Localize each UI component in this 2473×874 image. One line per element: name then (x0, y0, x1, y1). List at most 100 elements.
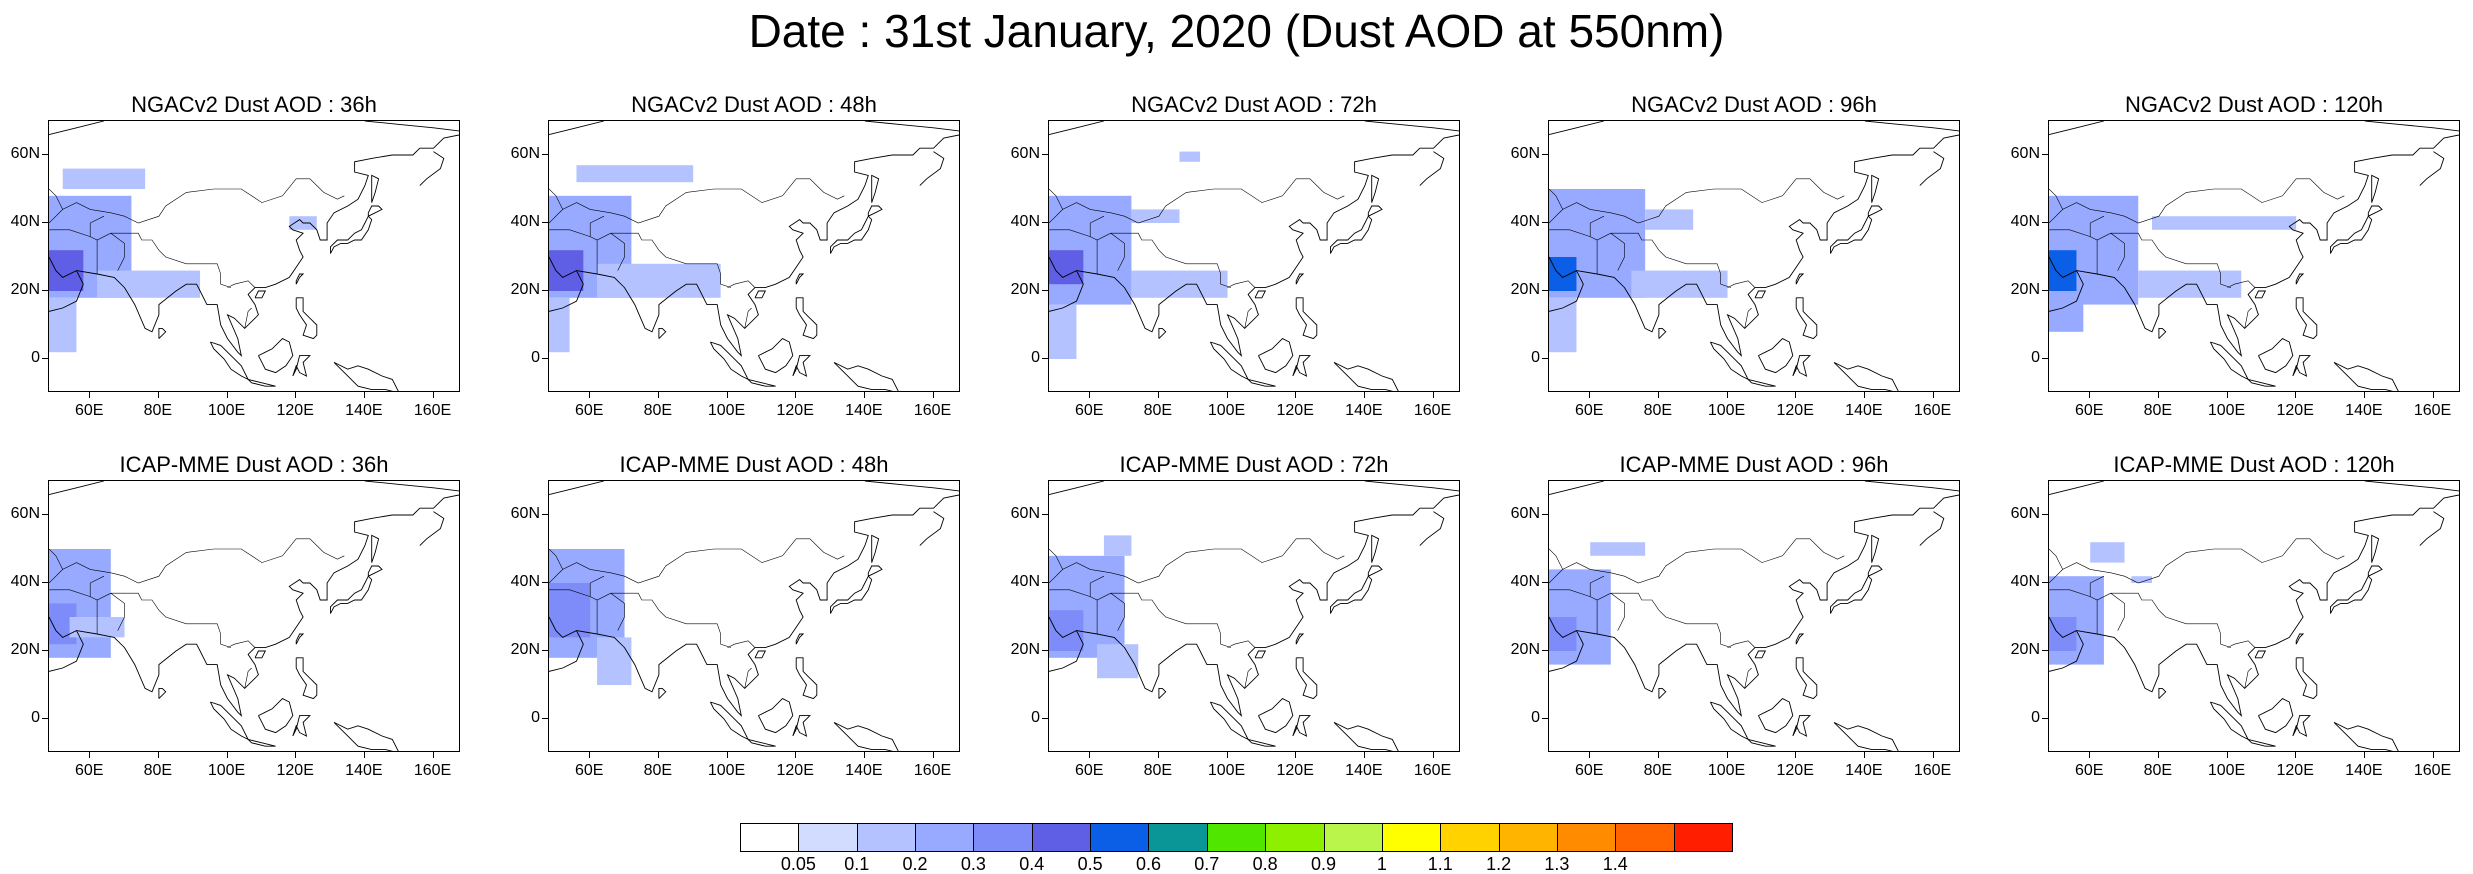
coastline (1830, 215, 1873, 254)
country-border (2049, 178, 2345, 224)
panel-title: NGACv2 Dust AOD : 96h (1631, 92, 1877, 117)
coastline (49, 256, 84, 312)
coastline (757, 698, 794, 734)
coastline (364, 481, 459, 492)
colorbar-swatch (973, 823, 1033, 852)
y-tick-label: 20N (10, 281, 40, 298)
colorbar-swatch (1381, 823, 1442, 852)
country-border (49, 538, 345, 584)
x-tick-label: 100E (207, 762, 246, 779)
coastline (2247, 378, 2276, 387)
coastline (364, 121, 459, 132)
country-border (49, 548, 63, 570)
x-tick (2432, 392, 2434, 398)
y-tick (2042, 650, 2048, 651)
country-border (2049, 229, 2232, 288)
map-panel: ICAP-MME Dust AOD : 96h 0 20N 40N 60N 60E 80E 1… (1511, 452, 1960, 779)
x-tick-label: 60E (74, 402, 104, 419)
coastline (871, 174, 880, 203)
panel-title: ICAP-MME Dust AOD : 120h (2113, 452, 2395, 477)
x-tick-label: 140E (1345, 402, 1383, 419)
y-tick (1042, 650, 1048, 651)
coastline (2295, 297, 2318, 340)
colorbar-label: 1.3 (1544, 854, 1570, 874)
colorbar-swatch (1148, 823, 1208, 852)
colorbar-swatch (1206, 823, 1267, 852)
country-border (1049, 188, 1063, 210)
x-tick (795, 752, 797, 758)
coastline (49, 481, 105, 496)
coastline (1419, 511, 1445, 546)
x-tick (1157, 392, 1159, 398)
coastline (330, 215, 373, 254)
coastline (254, 650, 267, 659)
colorbar (740, 823, 1733, 852)
map-panel: NGACv2 Dust AOD : 96h 0 20N 40N 60N 60E 80E 100… (1511, 92, 1960, 419)
x-tick-label: 60E (574, 762, 604, 779)
y-tick (542, 154, 548, 155)
coastline (2076, 134, 2459, 357)
coastline (1254, 650, 1267, 659)
x-tick-label: 100E (207, 402, 246, 419)
coastline (1247, 378, 1276, 387)
y-tick (2042, 582, 2048, 583)
panel-title: ICAP-MME Dust AOD : 96h (1619, 452, 1889, 477)
map-panel: NGACv2 Dust AOD : 36h 0 20N 40N 60N 60E 80E 100… (11, 92, 460, 419)
coastline (919, 511, 945, 546)
x-tick (932, 392, 934, 398)
x-tick-label: 80E (643, 402, 673, 419)
dust-aod-cell (2152, 216, 2297, 230)
x-tick-label: 100E (707, 762, 746, 779)
x-tick (2226, 392, 2228, 398)
colorbar-label: 0.4 (1019, 854, 1045, 874)
x-tick-label: 160E (2413, 762, 2452, 779)
y-tick (2042, 718, 2048, 719)
y-tick (2042, 222, 2048, 223)
country-border (1549, 589, 1732, 648)
coastline (1833, 361, 1899, 391)
map-panel: ICAP-MME Dust AOD : 48h 0 20N 40N 60N 60E 80E 1… (511, 452, 960, 779)
map-frame (48, 120, 460, 392)
map-frame (548, 480, 960, 752)
x-tick (2363, 392, 2365, 398)
x-tick-label: 100E (1207, 762, 1246, 779)
country-border (744, 667, 752, 689)
y-tick-label: 20N (2010, 281, 2040, 298)
y-tick-label: 0 (531, 709, 540, 726)
y-tick-label: 40N (2010, 573, 2040, 590)
coastline (549, 481, 605, 496)
x-tick-label: 100E (1707, 762, 1746, 779)
coastline (2049, 121, 2105, 136)
x-tick (89, 392, 91, 398)
x-tick (2295, 392, 2297, 398)
country-border (89, 215, 105, 237)
x-tick-label: 120E (776, 762, 814, 779)
panel-title: ICAP-MME Dust AOD : 36h (119, 452, 389, 477)
y-tick (542, 650, 548, 651)
x-tick (2295, 752, 2297, 758)
coastline (830, 575, 873, 614)
x-tick (1295, 752, 1297, 758)
x-tick-label: 80E (1143, 762, 1173, 779)
coastline (1747, 738, 1776, 747)
dust-aod-cell (2049, 617, 2077, 651)
x-tick-label: 80E (143, 402, 173, 419)
country-border (610, 232, 625, 271)
country-border (589, 215, 605, 237)
coastline (209, 341, 250, 381)
country-border (1244, 307, 1252, 329)
coastline (1367, 205, 1383, 217)
y-tick-label: 60N (2010, 505, 2040, 522)
coastline (2419, 511, 2445, 546)
country-border (1549, 538, 1845, 584)
coastline (2295, 657, 2318, 700)
y-tick (2042, 154, 2048, 155)
coastline (1792, 355, 1811, 377)
coastline (158, 327, 167, 339)
x-tick-label: 120E (276, 402, 314, 419)
x-tick (2089, 392, 2091, 398)
y-tick (1542, 222, 1548, 223)
y-tick-label: 40N (1510, 573, 1540, 590)
y-tick (42, 514, 48, 515)
y-tick-label: 40N (510, 573, 540, 590)
